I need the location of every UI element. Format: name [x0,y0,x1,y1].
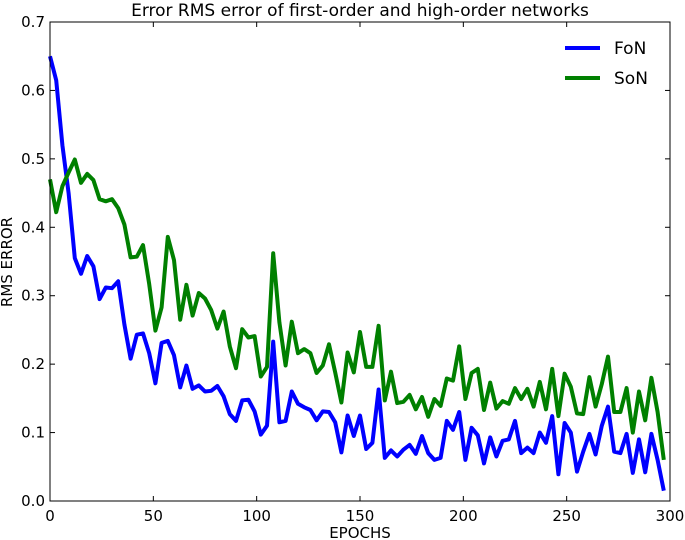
y-tick-label: 0.4 [21,218,45,236]
y-tick-label: 0.7 [21,13,45,31]
x-tick-label: 200 [449,507,478,525]
chart-title: Error RMS error of first-order and high-… [131,1,589,21]
y-tick-label: 0.0 [21,492,45,510]
series-line-fon [48,55,666,492]
legend-label-fon: FoN [614,39,646,59]
y-tick-label: 0.3 [21,287,45,305]
x-tick-label: 250 [552,507,581,525]
plot-frame [49,21,671,502]
x-tick-label: 300 [656,507,685,525]
axis-ticks: 0 50 100 150 200 250 300 0.0 0.1 0.2 0.3 0.4 0.5 0.6 0… [21,13,684,525]
x-tick-label: 50 [144,507,163,525]
y-tick-label: 0.2 [21,355,45,373]
x-axis-label: EPOCHS [329,524,391,540]
y-axis-label: RMS ERROR [0,217,16,307]
y-tick-label: 0.1 [21,424,45,442]
legend: FoN SoN [565,39,648,89]
series-layer [48,55,666,492]
legend-label-son: SoN [614,69,648,89]
x-tick-label: 150 [346,507,375,525]
y-tick-label: 0.5 [21,150,45,168]
x-tick-label: 0 [45,507,55,525]
x-tick-label: 100 [242,507,271,525]
series-line-son [48,157,666,461]
y-tick-label: 0.6 [21,81,45,99]
